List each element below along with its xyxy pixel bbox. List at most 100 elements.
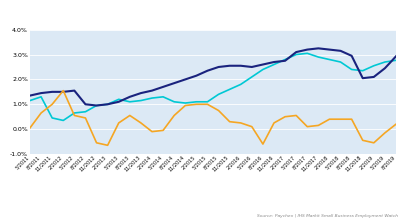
Weekly Earnings <box>272 61 276 63</box>
Weekly Hours <box>272 122 276 124</box>
Weekly Earnings <box>61 91 66 93</box>
Weekly Hours <box>372 141 376 144</box>
Weekly Hours <box>205 103 210 106</box>
Weekly Hours <box>172 114 176 117</box>
Hourly Earnings <box>260 68 265 71</box>
Hourly Earnings <box>338 61 343 63</box>
Weekly Hours <box>83 117 88 119</box>
Weekly Hours <box>116 122 121 124</box>
Weekly Hours <box>72 114 77 117</box>
Weekly Hours <box>283 115 288 118</box>
Weekly Earnings <box>150 89 154 92</box>
Hourly Earnings <box>138 99 143 102</box>
Weekly Earnings <box>283 59 288 62</box>
Weekly Earnings <box>327 48 332 51</box>
Weekly Hours <box>327 118 332 121</box>
Hourly Earnings <box>161 95 166 98</box>
Weekly Earnings <box>105 103 110 106</box>
Weekly Hours <box>238 122 243 124</box>
Hourly Earnings <box>116 98 121 101</box>
Weekly Hours <box>50 103 54 106</box>
Weekly Earnings <box>39 92 44 94</box>
Weekly Hours <box>305 125 310 128</box>
Hourly Earnings <box>50 117 54 119</box>
Hourly Earnings <box>382 61 387 63</box>
Hourly Earnings <box>316 56 321 58</box>
Weekly Earnings <box>382 67 387 70</box>
Weekly Earnings <box>94 104 99 107</box>
Hourly Earnings <box>94 104 99 107</box>
Weekly Hours <box>161 129 166 132</box>
Hourly Earnings <box>216 93 221 96</box>
Weekly Hours <box>39 112 44 114</box>
Hourly Earnings <box>128 101 132 103</box>
Weekly Hours <box>394 123 398 125</box>
Hourly Earnings <box>360 69 365 72</box>
Hourly Earnings <box>372 64 376 67</box>
Weekly Earnings <box>227 64 232 67</box>
Weekly Hours <box>28 126 32 129</box>
Weekly Hours <box>61 89 66 92</box>
Hourly Earnings <box>172 101 176 103</box>
Hourly Earnings <box>327 58 332 61</box>
Weekly Earnings <box>238 64 243 67</box>
Line: Weekly Earnings: Weekly Earnings <box>30 48 396 106</box>
Weekly Hours <box>338 118 343 121</box>
Hourly Earnings <box>194 101 199 103</box>
Hourly Earnings <box>250 76 254 78</box>
Hourly Earnings <box>283 58 288 61</box>
Weekly Earnings <box>360 77 365 79</box>
Weekly Earnings <box>394 55 398 58</box>
Weekly Earnings <box>372 76 376 78</box>
Weekly Earnings <box>260 63 265 66</box>
Weekly Earnings <box>250 66 254 68</box>
Weekly Hours <box>316 124 321 127</box>
Hourly Earnings <box>61 119 66 122</box>
Line: Hourly Earnings: Hourly Earnings <box>30 53 396 120</box>
Weekly Earnings <box>338 50 343 52</box>
Hourly Earnings <box>394 59 398 62</box>
Weekly Hours <box>250 125 254 128</box>
Weekly Earnings <box>72 89 77 92</box>
Weekly Earnings <box>50 91 54 93</box>
Weekly Earnings <box>138 92 143 94</box>
Weekly Earnings <box>161 86 166 88</box>
Weekly Earnings <box>83 103 88 106</box>
Weekly Earnings <box>316 47 321 50</box>
Weekly Hours <box>94 141 99 144</box>
Hourly Earnings <box>72 112 77 114</box>
Hourly Earnings <box>349 68 354 71</box>
Weekly Hours <box>105 144 110 147</box>
Hourly Earnings <box>227 88 232 91</box>
Weekly Earnings <box>116 101 121 103</box>
Weekly Hours <box>382 132 387 134</box>
Weekly Earnings <box>28 94 32 97</box>
Weekly Hours <box>128 114 132 117</box>
Hourly Earnings <box>105 103 110 106</box>
Hourly Earnings <box>150 97 154 99</box>
Weekly Earnings <box>349 55 354 57</box>
Hourly Earnings <box>305 52 310 55</box>
Weekly Earnings <box>194 74 199 77</box>
Weekly Hours <box>294 114 298 117</box>
Weekly Hours <box>360 139 365 142</box>
Hourly Earnings <box>205 101 210 103</box>
Hourly Earnings <box>294 53 298 56</box>
Weekly Hours <box>183 104 188 107</box>
Hourly Earnings <box>39 95 44 98</box>
Hourly Earnings <box>183 102 188 104</box>
Weekly Hours <box>260 143 265 145</box>
Hourly Earnings <box>28 99 32 102</box>
Weekly Earnings <box>172 82 176 84</box>
Weekly Earnings <box>305 48 310 51</box>
Weekly Hours <box>150 130 154 133</box>
Hourly Earnings <box>272 63 276 66</box>
Weekly Earnings <box>183 78 188 81</box>
Weekly Earnings <box>294 51 298 53</box>
Weekly Earnings <box>216 66 221 68</box>
Line: Weekly Hours: Weekly Hours <box>30 91 396 145</box>
Weekly Hours <box>216 109 221 112</box>
Hourly Earnings <box>83 110 88 113</box>
Weekly Hours <box>138 122 143 124</box>
Weekly Earnings <box>128 95 132 98</box>
